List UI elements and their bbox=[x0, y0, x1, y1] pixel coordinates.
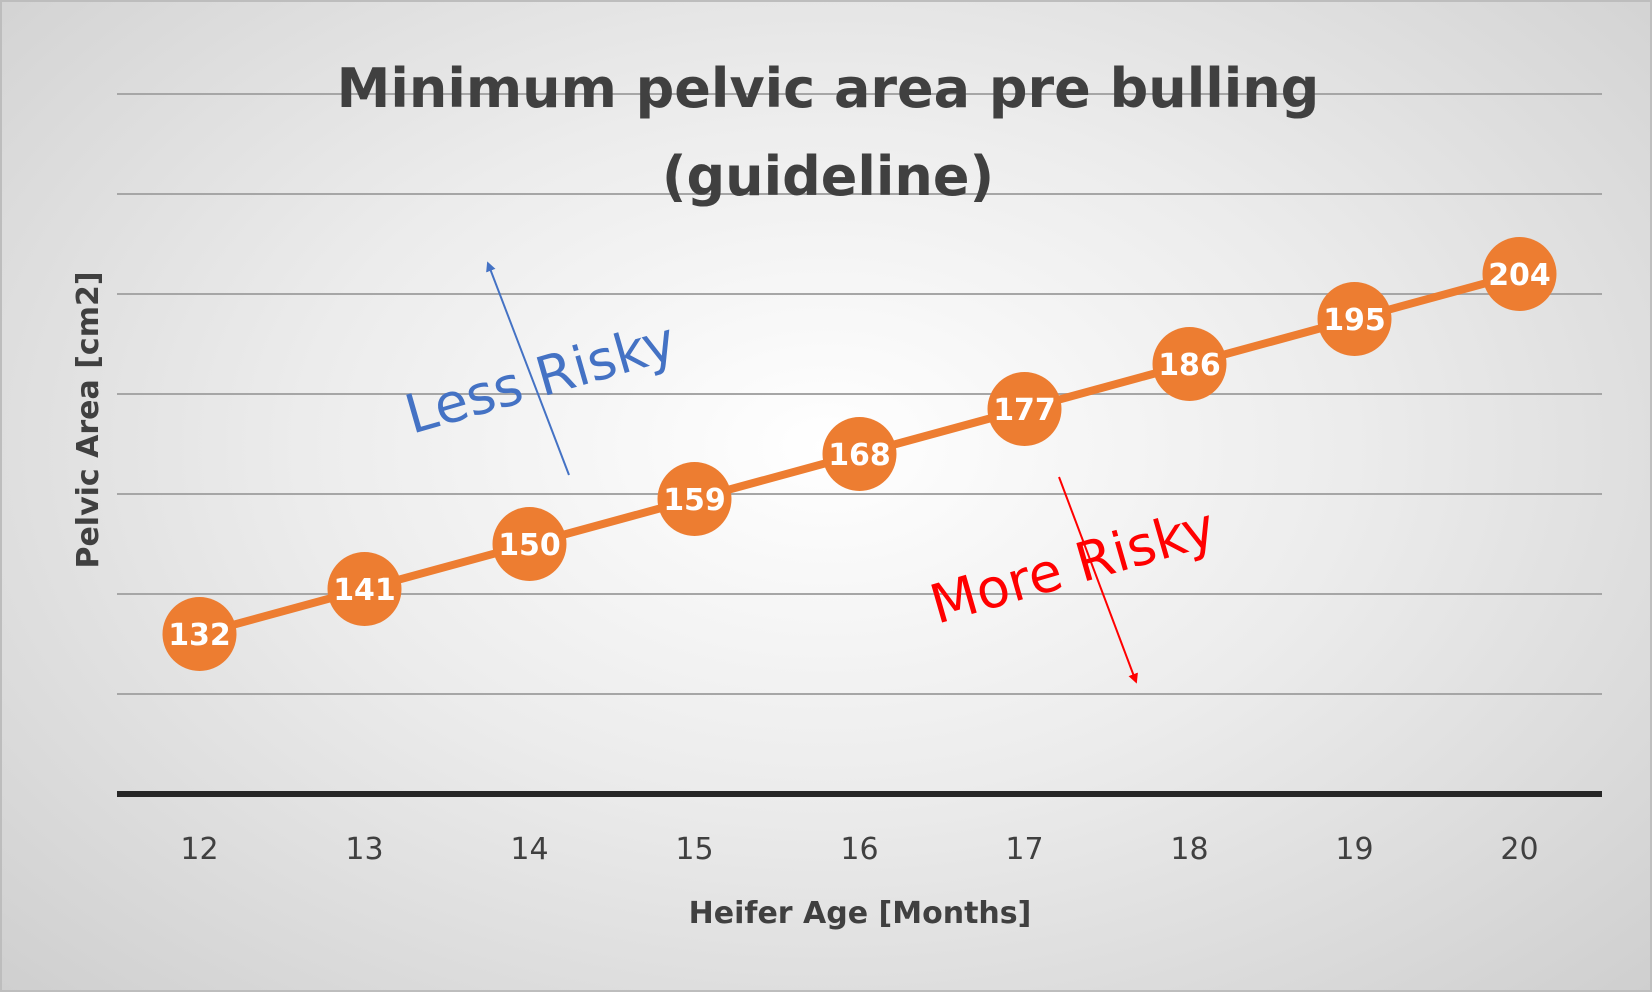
data-point bbox=[327, 552, 402, 626]
chart-title-line-2: (guideline) bbox=[662, 145, 994, 208]
more-risky-arrow bbox=[1058, 476, 1138, 684]
data-point bbox=[987, 372, 1062, 446]
x-tick-label: 14 bbox=[510, 832, 548, 867]
x-axis-title: Heifer Age [Months] bbox=[689, 896, 1032, 931]
data-point bbox=[162, 597, 237, 671]
data-label: 195 bbox=[1323, 303, 1386, 338]
data-point bbox=[1317, 282, 1392, 356]
series-pelvic-area: 132 141 150 159 168 177 186 195 204 bbox=[162, 237, 1557, 671]
x-tick-label: 17 bbox=[1005, 832, 1043, 867]
data-label: 141 bbox=[333, 573, 396, 608]
x-tick-label: 12 bbox=[180, 832, 218, 867]
more-risky-label: More Risky bbox=[923, 495, 1222, 636]
data-label: 132 bbox=[168, 618, 231, 653]
y-axis-title: Pelvic Area [cm2] bbox=[71, 271, 106, 568]
less-risky-annotation: Less Risky bbox=[398, 261, 683, 476]
less-risky-label: Less Risky bbox=[398, 309, 682, 446]
data-label: 186 bbox=[1158, 348, 1221, 383]
data-point bbox=[657, 462, 732, 536]
x-tick-label: 15 bbox=[675, 832, 713, 867]
data-point bbox=[1482, 237, 1557, 311]
x-tick-label: 20 bbox=[1500, 832, 1538, 867]
x-tick-label: 18 bbox=[1170, 832, 1208, 867]
x-tick-label: 16 bbox=[840, 832, 878, 867]
x-tick-label: 13 bbox=[345, 832, 383, 867]
data-point bbox=[822, 417, 897, 491]
x-tick-label: 19 bbox=[1335, 832, 1373, 867]
data-label: 150 bbox=[498, 528, 561, 563]
data-label: 168 bbox=[828, 438, 891, 473]
data-label: 204 bbox=[1488, 258, 1551, 293]
chart-title-line-1: Minimum pelvic area pre bulling bbox=[337, 57, 1320, 120]
data-label: 159 bbox=[663, 483, 726, 518]
x-tick-labels: 12 13 14 15 16 17 18 19 20 bbox=[180, 832, 1538, 867]
more-risky-annotation: More Risky bbox=[923, 476, 1222, 684]
less-risky-arrow bbox=[486, 261, 570, 476]
data-point bbox=[1152, 327, 1227, 401]
data-label: 177 bbox=[993, 393, 1056, 428]
data-point bbox=[492, 507, 567, 581]
